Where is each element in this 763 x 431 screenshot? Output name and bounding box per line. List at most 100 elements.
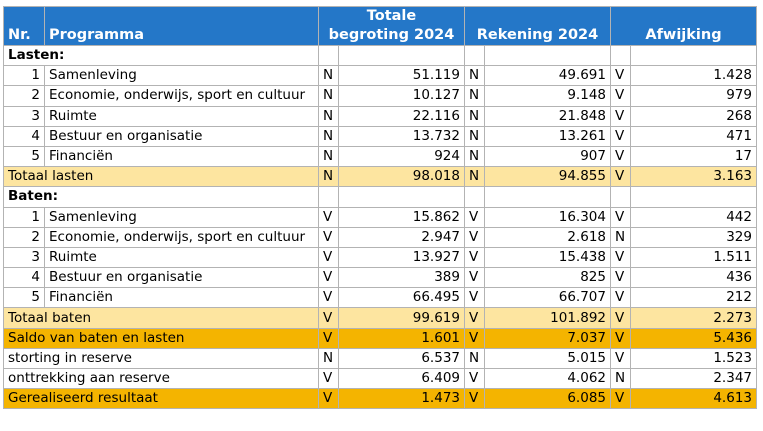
rekening-value: 66.707 [484,287,611,309]
afwijking-flag: V [610,65,631,87]
rekening-value: 16.304 [484,206,611,228]
begroting-value: 66.495 [338,287,465,309]
begroting-flag: N [318,166,339,188]
begroting-value: 2.947 [338,226,465,248]
begroting-value: 6.409 [338,367,465,390]
row-name: Ruimte [44,246,319,269]
afwijking-value: 4.613 [630,388,757,410]
begroting-value: 389 [338,267,465,289]
begroting-value: 22.116 [338,105,465,127]
begroting-value: 98.018 [338,166,465,188]
row-name: Economie, onderwijs, sport en cultuur [44,226,319,248]
rekening-value: 4.062 [484,367,611,390]
rekening-value: 6.085 [484,388,611,410]
table-row: 2 Economie, onderwijs, sport en cultuur … [3,226,757,248]
row-nr: 3 [3,105,45,127]
reserve-row: storting in reserve N 6.537 N 5.015 V 1.… [3,347,757,370]
row-nr: 3 [3,246,45,269]
afwijking-flag: V [610,166,631,188]
afwijking-value: 17 [630,145,757,168]
rekening-flag: V [464,206,485,228]
table-row: 4 Bestuur en organisatie V 389 V 825 V 4… [3,267,757,289]
table-row: 1 Samenleving N 51.119 N 49.691 V 1.428 [3,65,757,87]
row-name: Ruimte [44,105,319,127]
reserve-label: onttrekking aan reserve [3,367,319,390]
begroting-value: 6.537 [338,347,465,370]
begroting-value: 51.119 [338,65,465,87]
rekening-flag: V [464,226,485,248]
rekening-value: 15.438 [484,246,611,269]
header-afwijking: Afwijking [610,6,757,46]
afwijking-flag: V [610,85,631,107]
header-programma: Programma [44,6,319,46]
rekening-value: 825 [484,267,611,289]
row-nr: 1 [3,65,45,87]
row-nr: 5 [3,145,45,168]
begroting-value: 10.127 [338,85,465,107]
resultaat-label: Gerealiseerd resultaat [3,388,319,410]
afwijking-value: 1.511 [630,246,757,269]
afwijking-value: 212 [630,287,757,309]
table-row: 3 Ruimte V 13.927 V 15.438 V 1.511 [3,246,757,269]
row-nr: 5 [3,287,45,309]
begroting-flag: V [318,307,339,329]
rekening-value: 2.618 [484,226,611,248]
rekening-flag: N [464,145,485,168]
row-name: Financiën [44,145,319,168]
row-name: Samenleving [44,65,319,87]
rekening-flag: V [464,327,485,349]
begroting-flag: N [318,347,339,370]
total-row-lasten: Totaal lasten N 98.018 N 94.855 V 3.163 [3,166,757,188]
afwijking-flag: V [610,347,631,370]
rekening-flag: V [464,287,485,309]
saldo-label: Saldo van baten en lasten [3,327,319,349]
row-nr: 1 [3,206,45,228]
afwijking-value: 471 [630,125,757,147]
header-rekening: Rekening 2024 [464,6,611,46]
begroting-value: 1.601 [338,327,465,349]
row-nr: 2 [3,226,45,248]
total-row-baten: Totaal baten V 99.619 V 101.892 V 2.273 [3,307,757,329]
afwijking-flag: V [610,246,631,269]
afwijking-value: 1.523 [630,347,757,370]
rekening-flag: N [464,125,485,147]
afwijking-flag: V [610,388,631,410]
header-begroting: Totale begroting 2024 [318,6,465,46]
row-name: Economie, onderwijs, sport en cultuur [44,85,319,107]
row-nr: 4 [3,125,45,147]
rekening-flag: V [464,367,485,390]
budget-table: Nr. Programma Totale begroting 2024 Reke… [3,6,757,410]
afwijking-value: 436 [630,267,757,289]
afwijking-flag: V [610,307,631,329]
table-row: 1 Samenleving V 15.862 V 16.304 V 442 [3,206,757,228]
afwijking-flag: N [610,367,631,390]
table-row: 3 Ruimte N 22.116 N 21.848 V 268 [3,105,757,127]
afwijking-flag: V [610,125,631,147]
rekening-value: 907 [484,145,611,168]
table-row: 5 Financiën V 66.495 V 66.707 V 212 [3,287,757,309]
begroting-value: 13.927 [338,246,465,269]
resultaat-row: Gerealiseerd resultaat V 1.473 V 6.085 V… [3,388,757,410]
table-row: 5 Financiën N 924 N 907 V 17 [3,145,757,168]
begroting-flag: N [318,65,339,87]
rekening-value: 13.261 [484,125,611,147]
row-name: Financiën [44,287,319,309]
afwijking-value: 3.163 [630,166,757,188]
begroting-value: 99.619 [338,307,465,329]
begroting-flag: N [318,125,339,147]
section-lasten: Lasten: [3,44,757,67]
rekening-flag: N [464,65,485,87]
rekening-flag: N [464,85,485,107]
afwijking-value: 979 [630,85,757,107]
afwijking-value: 268 [630,105,757,127]
row-name: Bestuur en organisatie [44,125,319,147]
reserve-label: storting in reserve [3,347,319,370]
begroting-flag: V [318,287,339,309]
header-nr: Nr. [3,6,45,46]
rekening-flag: V [464,388,485,410]
begroting-flag: V [318,327,339,349]
rekening-value: 7.037 [484,327,611,349]
begroting-flag: N [318,145,339,168]
rekening-value: 21.848 [484,105,611,127]
begroting-flag: V [318,367,339,390]
